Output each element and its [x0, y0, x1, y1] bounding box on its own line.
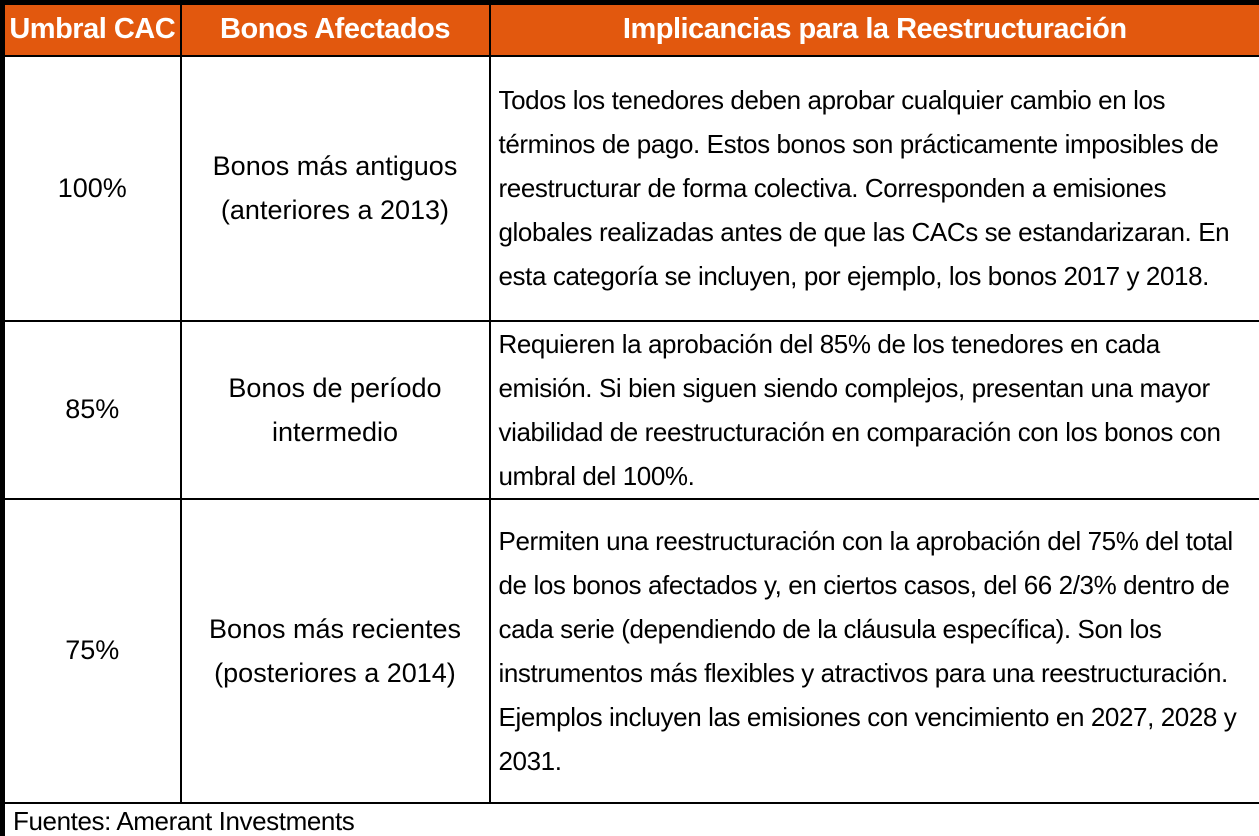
column-header-bonos-afectados: Bonos Afectados — [179, 1, 491, 57]
implications-cell: Permiten una reestructuración con la apr… — [488, 497, 1259, 804]
table-row-85pct: 85% Bonos de período intermedio Requiere… — [1, 319, 1259, 500]
source-note: Fuentes: Amerant Investments — [1, 801, 1259, 836]
bonds-cell: Bonos más recientes (posteriores a 2014) — [179, 497, 491, 804]
table-row-75pct: 75% Bonos más recientes (posteriores a 2… — [1, 497, 1259, 804]
column-header-umbral-cac: Umbral CAC — [1, 1, 182, 57]
bonds-cell: Bonos más antiguos (anteriores a 2013) — [179, 54, 491, 322]
bonds-cell: Bonos de período intermedio — [179, 319, 491, 500]
table-row-100pct: 100% Bonos más antiguos (anteriores a 20… — [1, 54, 1259, 322]
threshold-cell: 100% — [1, 54, 182, 322]
implications-cell: Todos los tenedores deben aprobar cualqu… — [488, 54, 1259, 322]
table-header-row: Umbral CAC Bonos Afectados Implicancias … — [1, 1, 1259, 57]
table-footer-row: Fuentes: Amerant Investments — [1, 801, 1259, 836]
threshold-cell: 85% — [1, 319, 182, 500]
column-header-implicancias: Implicancias para la Reestructuración — [488, 1, 1259, 57]
implications-cell: Requieren la aprobación del 85% de los t… — [488, 319, 1259, 500]
threshold-cell: 75% — [1, 497, 182, 804]
